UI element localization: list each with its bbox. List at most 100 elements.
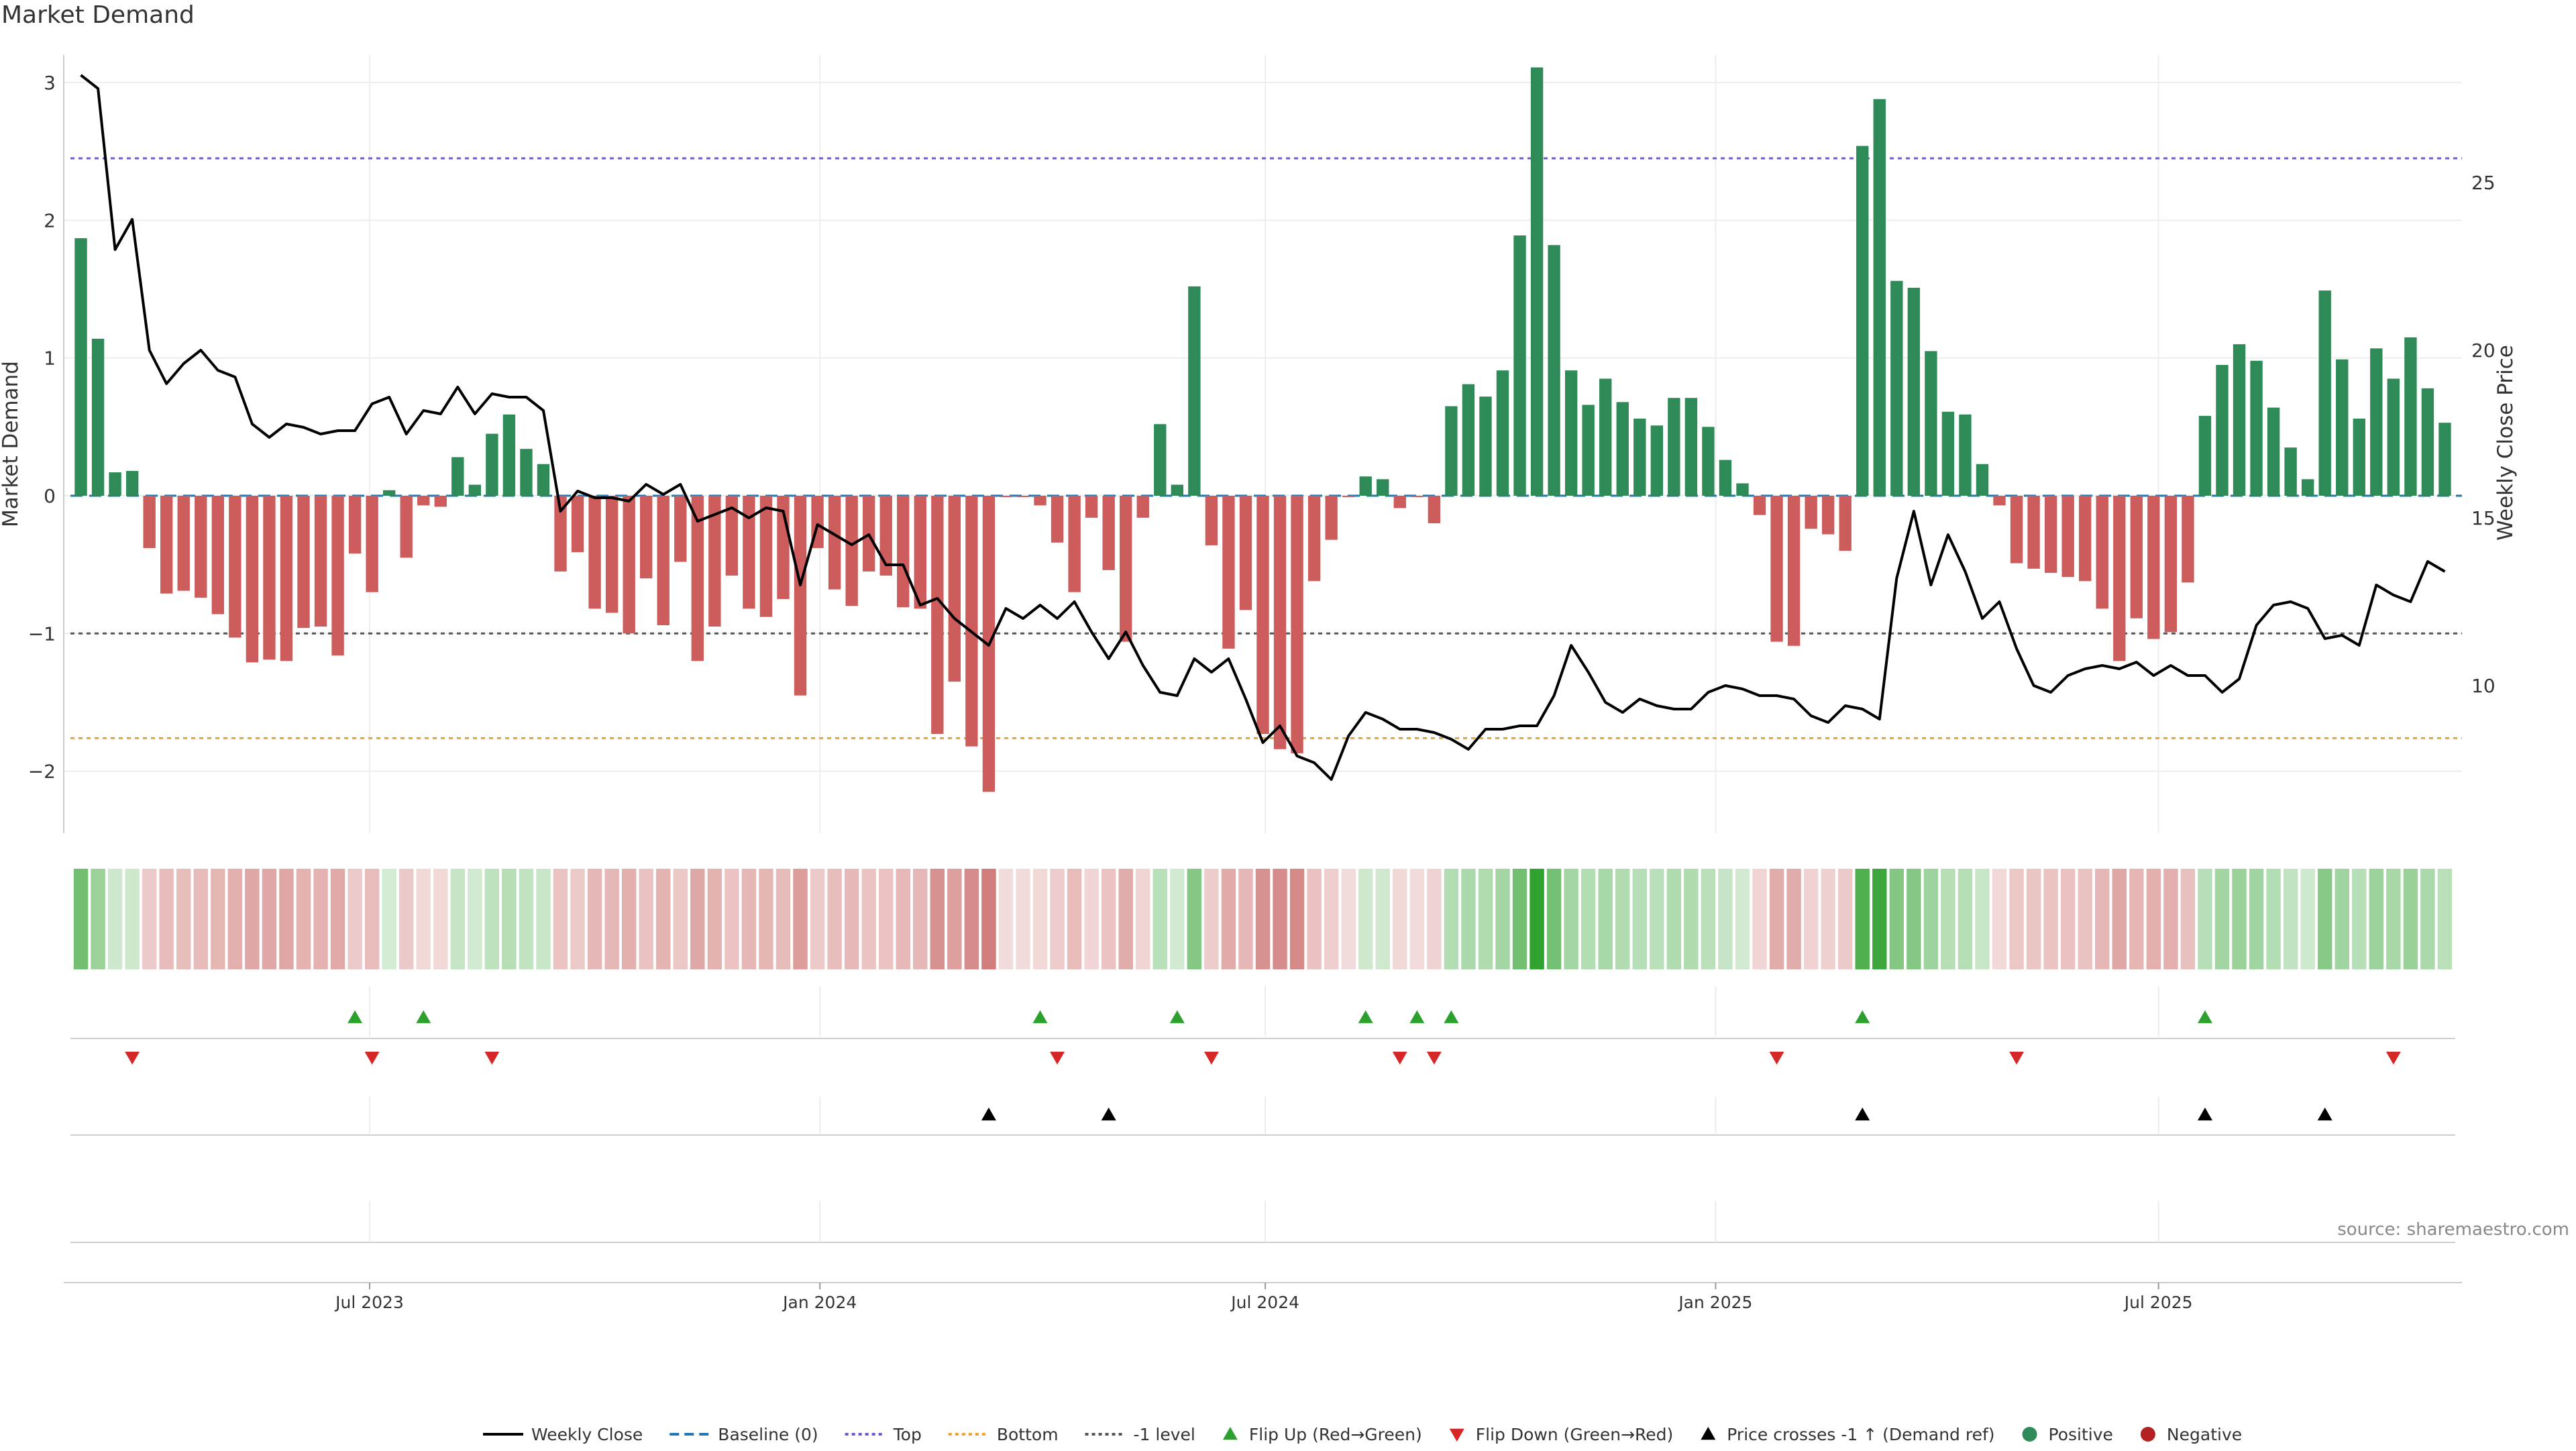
demand-bar — [1616, 402, 1629, 496]
demand-bar — [211, 495, 225, 614]
demand-bar — [1102, 495, 1115, 570]
demand-bar — [1462, 384, 1475, 496]
price-cross-marker — [2317, 1108, 2332, 1121]
heat-cell — [1016, 869, 1030, 969]
demand-bar — [2182, 495, 2194, 583]
demand-bar — [948, 495, 961, 682]
demand-bar — [1787, 495, 1801, 646]
demand-bar — [914, 495, 926, 609]
demand-bar — [1856, 146, 1869, 496]
demand-bar — [1719, 460, 1732, 496]
demand-bar — [931, 495, 944, 735]
demand-bar — [451, 457, 464, 496]
demand-bar — [725, 495, 739, 576]
heat-cell — [604, 869, 619, 969]
heat-cell — [1273, 869, 1287, 969]
legend-item: Weekly Close — [483, 1425, 643, 1444]
heat-cell — [262, 869, 277, 969]
demand-bar — [1633, 419, 1646, 496]
heat-cell — [1666, 869, 1682, 969]
heat-cell — [998, 869, 1014, 969]
heat-cell — [2317, 869, 2332, 969]
heat-cell — [1580, 869, 1596, 969]
date-tick-label: Jan 2024 — [782, 1293, 857, 1312]
demand-bar — [1976, 464, 1989, 496]
heat-cell — [1427, 869, 1442, 969]
heat-cell — [1393, 869, 1407, 969]
heat-cell — [416, 869, 431, 969]
heat-cell — [536, 869, 551, 969]
heat-cell — [313, 869, 328, 969]
heat-cell — [519, 869, 534, 969]
heat-cell — [1923, 869, 1939, 969]
legend-swatch — [2022, 1427, 2037, 1442]
left-tick-label: −2 — [28, 761, 56, 783]
demand-bar — [1256, 495, 1269, 735]
heat-cell — [1957, 869, 1973, 969]
heat-cell — [1255, 869, 1271, 969]
demand-bar — [1205, 495, 1218, 545]
legend-label: Top — [893, 1425, 922, 1444]
heat-cell — [2300, 869, 2315, 969]
heat-cell — [2163, 869, 2178, 969]
flip-up-marker — [1358, 1010, 1373, 1024]
chart-title: Market Demand — [1, 1, 195, 29]
legend-item: Flip Down (Green→Red) — [1449, 1425, 1673, 1444]
heat-cell — [1495, 869, 1510, 969]
demand-bar — [1445, 406, 1458, 496]
demand-bar — [759, 495, 773, 617]
heat-cell — [1478, 869, 1493, 969]
demand-bar — [657, 495, 669, 625]
demand-bar — [708, 495, 721, 627]
demand-bar — [1702, 427, 1715, 496]
legend-item: Price crosses -1 ↑ (Demand ref) — [1701, 1425, 1995, 1444]
heat-cell — [1872, 869, 1887, 969]
heat-cell — [382, 869, 396, 969]
heat-cell — [1136, 869, 1150, 969]
demand-bar — [109, 472, 121, 496]
heat-cell — [2198, 869, 2212, 969]
heat-cell — [981, 869, 996, 969]
demand-bar — [434, 495, 447, 507]
heat-cell — [330, 869, 345, 969]
heat-cell — [673, 869, 688, 969]
heat-cell — [107, 869, 123, 969]
heat-cell — [2266, 869, 2281, 969]
heat-cell — [896, 869, 910, 969]
date-tick-label: Jul 2023 — [334, 1293, 404, 1312]
demand-bar — [1770, 495, 1783, 642]
demand-bar — [1342, 495, 1355, 498]
heat-cell — [1238, 869, 1253, 969]
legend-item: -1 level — [1085, 1425, 1195, 1444]
demand-bar — [1959, 414, 1972, 496]
heat-cell — [2403, 869, 2418, 969]
right-tick-label: 20 — [2471, 339, 2496, 362]
heat-cell — [1837, 869, 1853, 969]
demand-bar — [588, 495, 601, 609]
heat-cell — [947, 869, 962, 969]
demand-bar — [1821, 495, 1835, 535]
heat-cell — [245, 869, 260, 969]
demand-bar — [382, 490, 396, 496]
weekly-close-line — [80, 74, 2446, 781]
demand-bar — [468, 484, 482, 496]
demand-heat-strip — [73, 869, 2453, 969]
demand-bar — [246, 495, 259, 663]
heat-cell — [2283, 869, 2298, 969]
demand-bar — [1000, 495, 1012, 498]
heat-cell — [1221, 869, 1236, 969]
heat-cell — [1118, 869, 1133, 969]
heat-cell — [1735, 869, 1750, 969]
demand-bar — [1479, 396, 1492, 496]
heat-cell — [639, 869, 653, 969]
heat-cell — [2129, 869, 2144, 969]
demand-bar — [1034, 495, 1046, 506]
heat-cell — [1444, 869, 1459, 969]
demand-bar — [1428, 495, 1441, 524]
demand-bar — [1805, 495, 1817, 529]
heat-cell — [1375, 869, 1390, 969]
heat-cell — [2232, 869, 2247, 969]
heat-cell — [827, 869, 842, 969]
demand-bar — [2096, 495, 2108, 609]
demand-bar — [623, 495, 635, 634]
